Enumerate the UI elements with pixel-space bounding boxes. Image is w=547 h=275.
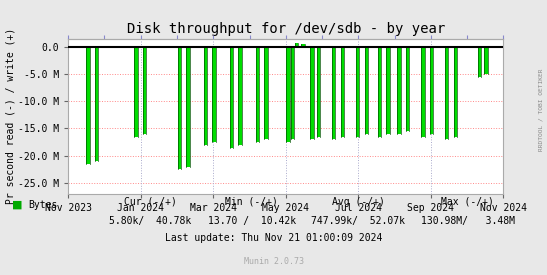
Text: RRDTOOL / TOBI OETIKER: RRDTOOL / TOBI OETIKER [538,69,543,151]
Text: Last update: Thu Nov 21 01:00:09 2024: Last update: Thu Nov 21 01:00:09 2024 [165,233,382,243]
Y-axis label: Pr second read (-) / write (+): Pr second read (-) / write (+) [5,28,15,204]
Text: Cur (-/+): Cur (-/+) [124,197,177,207]
Text: Min (-/+): Min (-/+) [225,197,278,207]
Text: Avg (-/+): Avg (-/+) [332,197,385,207]
Text: 13.70 /  10.42k: 13.70 / 10.42k [207,216,296,226]
Text: 5.80k/  40.78k: 5.80k/ 40.78k [109,216,191,226]
Text: Bytes: Bytes [28,200,58,210]
Text: 130.98M/   3.48M: 130.98M/ 3.48M [421,216,515,226]
Text: ■: ■ [12,200,22,210]
Title: Disk throughput for /dev/sdb - by year: Disk throughput for /dev/sdb - by year [127,22,445,36]
Text: 747.99k/  52.07k: 747.99k/ 52.07k [311,216,405,226]
Text: Max (-/+): Max (-/+) [441,197,494,207]
Text: Munin 2.0.73: Munin 2.0.73 [243,257,304,266]
